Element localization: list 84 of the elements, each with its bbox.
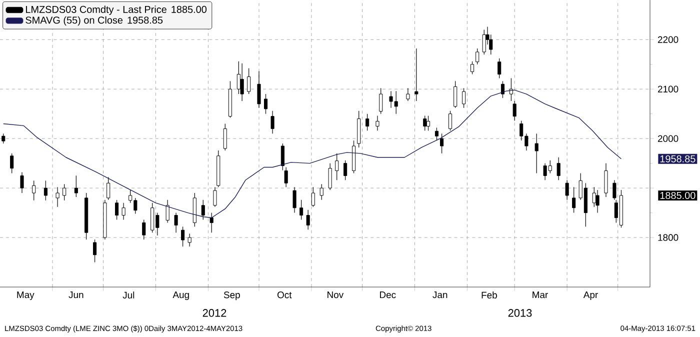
candlestick: [210, 212, 214, 233]
x-tick-label: Jun: [68, 292, 84, 298]
x-tick-label: Nov: [328, 292, 344, 298]
candlestick: [201, 200, 205, 220]
text: 2013: [508, 309, 532, 317]
candlestick: [106, 176, 110, 200]
candlestick: [556, 157, 560, 180]
candlestick: [122, 202, 126, 220]
candlestick: [379, 88, 383, 114]
candlestick: [181, 226, 185, 247]
candlestick: [426, 116, 430, 131]
candlestick: [476, 48, 480, 65]
x-tick-label: Oct: [277, 292, 292, 298]
candlestick: [376, 116, 380, 131]
candlestick: [2, 133, 6, 144]
y-tick-label: 2000: [658, 135, 678, 142]
candlestick: [565, 180, 569, 200]
candlestick: [512, 100, 516, 122]
x-tick-label: Jan: [432, 292, 448, 298]
candlestick: [320, 184, 324, 200]
candlestick: [292, 186, 296, 214]
candlestick: [328, 163, 332, 190]
x-tick-label: Feb: [482, 292, 497, 298]
candlestick: [434, 127, 438, 141]
y-tick-label: 2100: [658, 86, 678, 92]
x-tick-label: Apr: [583, 292, 598, 300]
candlestick: [142, 219, 146, 240]
candlestick: [366, 114, 370, 131]
candlestick: [264, 94, 268, 114]
candlestick: [534, 133, 538, 174]
candlestick: [240, 63, 244, 102]
candlestick: [93, 239, 97, 263]
x-tick-label: Aug: [172, 292, 189, 300]
candlestick: [482, 29, 486, 55]
candlestick: [62, 184, 66, 201]
candlestick: [572, 186, 576, 214]
candlestick: [500, 80, 505, 98]
candlestick: [284, 166, 288, 188]
candlestick: [10, 153, 14, 174]
text: 2012: [202, 309, 226, 317]
candlestick: [462, 88, 466, 108]
candlestick: [604, 163, 608, 198]
x-tick-label: May: [17, 292, 34, 300]
candlestick: [414, 48, 418, 102]
candlestick: [300, 200, 304, 220]
candlestick: [166, 200, 170, 223]
candlestick: [44, 180, 48, 201]
candlestick: [20, 172, 24, 194]
candlestick: [280, 143, 284, 171]
candlestick: [596, 190, 600, 214]
candlestick: [335, 153, 339, 180]
candlestick: [423, 116, 427, 131]
candlestick: [247, 68, 251, 94]
candlestick: [448, 110, 452, 131]
y-tick-label: 1800: [658, 234, 678, 241]
x-tick-label: Mar: [532, 292, 548, 298]
x-tick-label: Dec: [380, 292, 396, 298]
candlestick: [440, 133, 444, 154]
candlestick: [174, 212, 178, 233]
candlestick: [188, 233, 192, 247]
candlestick: [498, 58, 502, 79]
candlestick: [213, 186, 217, 208]
candlestick: [406, 88, 410, 102]
candlestick: [311, 186, 315, 208]
candlestick: [32, 180, 36, 201]
candlestick: [470, 61, 474, 75]
candlestick: [257, 70, 261, 108]
candlestick: [115, 200, 119, 220]
legend-label: SMAVG (55) on Close: [26, 16, 123, 26]
candlestick: [270, 110, 274, 134]
x-tick-label: Jul: [122, 292, 134, 298]
x-tick-label: Sep: [224, 292, 240, 300]
y-tick-label: 2200: [658, 36, 678, 43]
text: 1958.85: [660, 155, 696, 162]
annotation: 1885.00: [172, 6, 207, 13]
candlestick: [306, 210, 310, 230]
candlestick: [344, 160, 348, 180]
legend-label: LMZSDS03 Comdty - Last Price: [26, 6, 166, 15]
annotation: 1958.85: [128, 16, 163, 24]
candlestick: [454, 80, 458, 108]
candlestick: [223, 123, 227, 151]
text: 1885.00: [660, 192, 696, 199]
candlestick: [74, 175, 78, 198]
candlestick: [56, 186, 60, 208]
